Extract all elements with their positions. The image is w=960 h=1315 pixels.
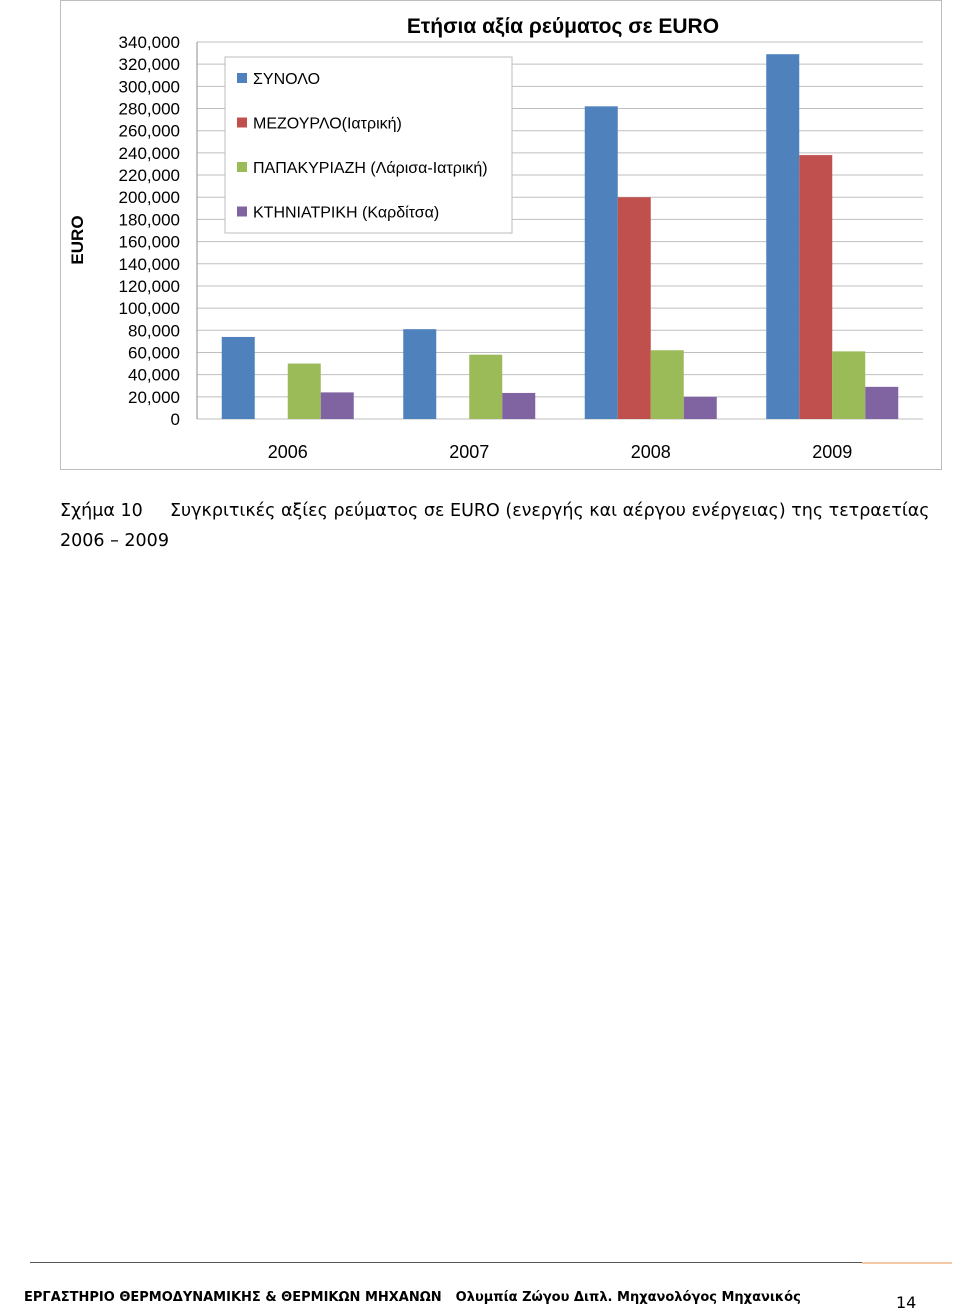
y-tick-label: 140,000 xyxy=(119,255,180,274)
x-tick-label: 2009 xyxy=(812,442,852,462)
legend-swatch xyxy=(237,73,247,83)
x-tick-labels: 2006 2007 2008 2009 xyxy=(268,442,853,462)
y-tick-label: 340,000 xyxy=(119,33,180,52)
bar-2008-s0 xyxy=(584,106,618,419)
bar-2008-s2 xyxy=(650,350,684,419)
y-tick-label: 220,000 xyxy=(119,166,180,185)
chart-title: Ετήσια αξία ρεύματος σε EURO xyxy=(407,15,719,38)
y-tick-label: 100,000 xyxy=(119,299,180,318)
y-tick-label: 160,000 xyxy=(119,233,180,252)
legend-swatch xyxy=(237,162,247,172)
y-tick-label: 180,000 xyxy=(119,210,180,229)
bar-2006-s3 xyxy=(320,392,354,419)
bar-2007-s2 xyxy=(469,354,503,419)
y-tick-label: 40,000 xyxy=(128,366,180,385)
footer-lab-name: ΕΡΓΑΣΤΗΡΙΟ ΘΕΡΜΟΔΥΝΑΜΙΚΗΣ & ΘΕΡΜΙΚΩΝ ΜΗΧ… xyxy=(24,1290,442,1305)
bar-2009-s0 xyxy=(766,54,800,420)
y-tick-label: 20,000 xyxy=(128,388,180,407)
legend-box xyxy=(224,56,513,234)
y-tick-label: 320,000 xyxy=(119,55,180,74)
y-tick-label: 120,000 xyxy=(119,277,180,296)
y-axis-label: EURO xyxy=(68,215,87,264)
bar-2009-s3 xyxy=(865,386,899,419)
y-tick-label: 200,000 xyxy=(119,188,180,207)
page-footer: ΕΡΓΑΣΤΗΡΙΟ ΘΕΡΜΟΔΥΝΑΜΙΚΗΣ & ΘΕΡΜΙΚΩΝ ΜΗΧ… xyxy=(24,1290,854,1305)
y-tick-label: 300,000 xyxy=(119,77,180,96)
bar-2007-s3 xyxy=(502,392,536,419)
legend-label: ΣΥΝΟΛΟ xyxy=(253,71,320,88)
x-tick-label: 2006 xyxy=(268,442,308,462)
legend-items: ΣΥΝΟΛΟ ΜΕΖΟΥΡΛΟ(Ιατρική) ΠΑΠΑΚΥΡΙΑΖΗ (Λάρι… xyxy=(237,71,488,222)
caption-text: Συγκριτικές αξίες ρεύματος σε EURO (ενερ… xyxy=(60,501,930,551)
bar-2006-s0 xyxy=(221,336,255,419)
y-tick-label: 240,000 xyxy=(119,144,180,163)
bar-2008-s1 xyxy=(617,197,651,419)
footer-divider-accent xyxy=(862,1262,952,1264)
bar-2008-s3 xyxy=(683,396,717,419)
legend: ΣΥΝΟΛΟ ΜΕΖΟΥΡΛΟ(Ιατρική) ΠΑΠΑΚΥΡΙΑΖΗ (Λάρι… xyxy=(224,56,513,234)
y-tick-label: 80,000 xyxy=(128,321,180,340)
page-number: 14 xyxy=(896,1293,917,1312)
legend-swatch xyxy=(237,206,247,217)
chart-frame: 0 20,000 40,000 60,000 80,000 100,000 120,000 1… xyxy=(60,0,942,470)
bar-2006-s2 xyxy=(287,363,321,419)
y-tick-labels: 0 20,000 40,000 60,000 80,000 100,000 120,000 1… xyxy=(119,33,180,429)
y-tick-label: 0 xyxy=(171,410,180,429)
footer-author: Ολυμπία Ζώγου Διπλ. Μηχανολόγος Μηχανικό… xyxy=(455,1290,801,1305)
bar-2009-s2 xyxy=(832,351,866,419)
x-tick-label: 2007 xyxy=(449,442,489,462)
y-tick-label: 60,000 xyxy=(128,343,180,362)
bar-2007-s0 xyxy=(403,329,437,419)
legend-label: ΜΕΖΟΥΡΛΟ(Ιατρική) xyxy=(253,116,402,133)
figure-caption: Σχήμα 10 Συγκριτικές αξίες ρεύματος σε EU… xyxy=(60,496,950,556)
bar-chart: 0 20,000 40,000 60,000 80,000 100,000 120,000 1… xyxy=(68,15,923,462)
caption-label: Σχήμα 10 xyxy=(60,501,143,521)
footer-divider xyxy=(30,1262,952,1263)
bars xyxy=(221,54,899,420)
legend-label: ΚΤΗΝΙΑΤΡΙΚΗ (Καρδίτσα) xyxy=(253,205,439,222)
legend-label: ΠΑΠΑΚΥΡΙΑΖΗ (Λάρισα-Ιατρική) xyxy=(253,160,488,177)
bar-2009-s1 xyxy=(799,155,833,419)
y-tick-label: 260,000 xyxy=(119,122,180,141)
x-tick-label: 2008 xyxy=(631,442,671,462)
legend-swatch xyxy=(237,117,247,128)
y-tick-label: 280,000 xyxy=(119,100,180,119)
